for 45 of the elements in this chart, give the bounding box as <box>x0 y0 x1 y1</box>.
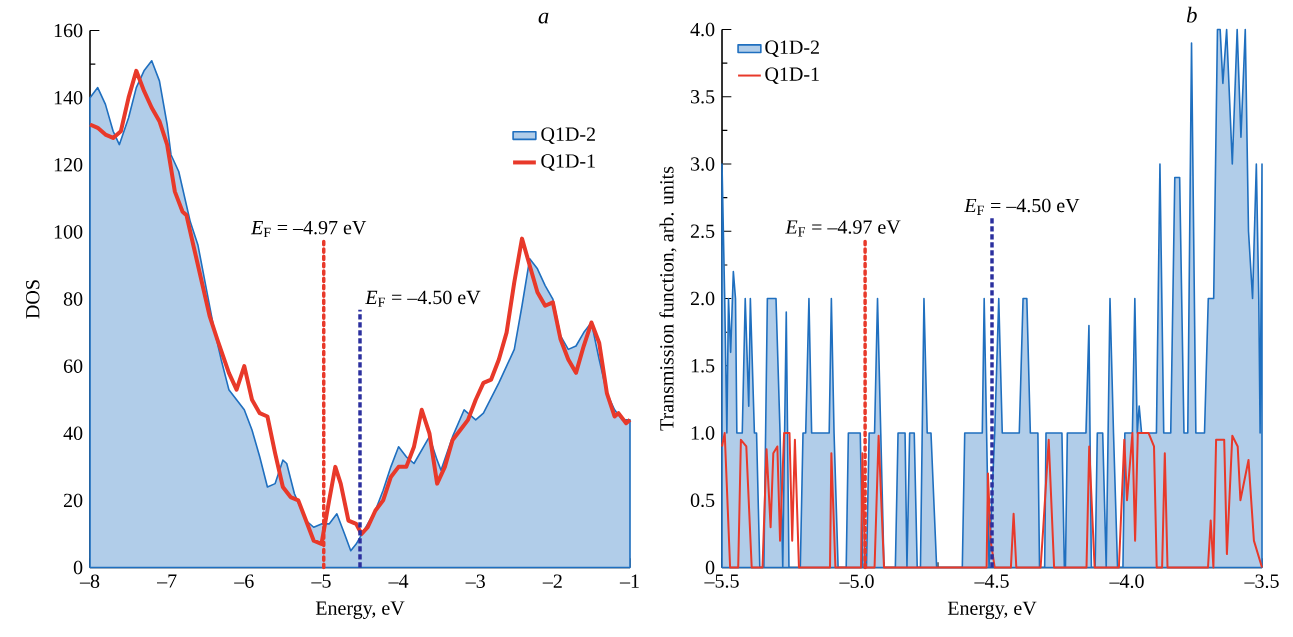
x-tick-label: –5.0 <box>839 574 874 589</box>
ref-line-label: E$_{F}$ = –4.97 eV <box>250 221 367 238</box>
x-axis-title: Energy, eV <box>947 601 1037 620</box>
x-tick-label: –3 <box>465 574 485 589</box>
y-tick-label: 20 <box>63 493 83 508</box>
x-tick-label: –3.5 <box>1244 574 1279 589</box>
legend-label: Q1D-2 <box>765 40 819 58</box>
x-tick-label: –5.5 <box>704 574 739 589</box>
y-axis-title: DOS <box>26 280 40 319</box>
y-tick-label: 2.5 <box>690 224 715 239</box>
legend-label: Q1D-1 <box>765 67 819 85</box>
x-tick-label: –8 <box>79 574 100 589</box>
y-tick-label: 0 <box>705 561 715 575</box>
x-tick-label: –4 <box>388 574 409 588</box>
x-tick-label: –6 <box>234 574 254 589</box>
x-tick-label: –1 <box>619 574 639 588</box>
y-tick-label: 60 <box>63 359 83 374</box>
text: b <box>1186 6 1197 23</box>
x-tick-label: –7 <box>157 574 177 588</box>
legend-label: Q1D-2 <box>541 127 595 145</box>
y-tick-label: 160 <box>54 24 83 38</box>
y-tick-label: 3.5 <box>691 90 715 104</box>
x-tick-label: –4.0 <box>1109 574 1144 589</box>
y-tick-label: 3.0 <box>691 157 715 172</box>
x-axis-title: Energy, eV <box>315 601 405 620</box>
y-tick-label: 100 <box>54 225 83 239</box>
y-tick-label: 0.5 <box>690 493 715 508</box>
ref-line-label: E$_{F}$ = –4.50 eV <box>964 198 1080 216</box>
x-tick-label: –5 <box>311 574 331 588</box>
y-tick-label: 0 <box>73 561 83 575</box>
y-tick-label: 80 <box>63 292 83 307</box>
y-tick-label: 120 <box>54 158 83 172</box>
y-tick-label: 2.0 <box>690 291 715 306</box>
y-tick-label: 1.5 <box>691 359 715 373</box>
y-tick-label: 4.0 <box>690 22 715 37</box>
ref-line-label: E$_{F}$ = –4.50 eV <box>365 290 481 308</box>
y-axis-title: Transmission function, arb. units <box>659 167 677 431</box>
y-tick-label: 140 <box>54 91 83 105</box>
y-tick-label: 40 <box>63 426 83 441</box>
legend-label: Q1D-1 <box>541 154 595 172</box>
text: a <box>538 12 549 24</box>
x-tick-label: –4.5 <box>974 574 1009 589</box>
ref-line-label: E$_{F}$ = –4.97 eV <box>785 220 901 237</box>
x-tick-label: –2 <box>542 574 562 588</box>
y-tick-label: 1.0 <box>691 426 715 441</box>
